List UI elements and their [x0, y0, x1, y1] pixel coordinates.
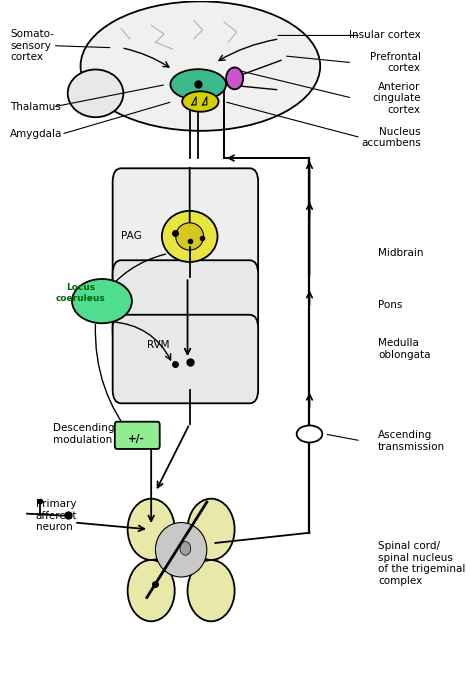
Text: Pons: Pons: [378, 300, 402, 310]
Ellipse shape: [81, 1, 320, 131]
Ellipse shape: [188, 499, 235, 560]
Text: Ascending
transmission: Ascending transmission: [378, 430, 445, 451]
Ellipse shape: [297, 425, 322, 443]
Ellipse shape: [182, 91, 219, 111]
Ellipse shape: [68, 70, 123, 117]
Text: Insular cortex: Insular cortex: [349, 31, 421, 40]
Text: Anterior
cingulate
cortex: Anterior cingulate cortex: [372, 81, 421, 115]
Text: Somato-
sensory
cortex: Somato- sensory cortex: [10, 29, 54, 62]
Ellipse shape: [162, 211, 218, 262]
Text: Midbrain: Midbrain: [378, 248, 423, 259]
Text: Locus
coeruleus: Locus coeruleus: [55, 283, 105, 302]
FancyBboxPatch shape: [113, 260, 258, 345]
Text: RVM: RVM: [147, 341, 169, 350]
FancyBboxPatch shape: [113, 315, 258, 404]
Ellipse shape: [188, 560, 235, 621]
Ellipse shape: [176, 223, 204, 250]
Text: Primary
afferent
neuron: Primary afferent neuron: [36, 499, 77, 532]
Ellipse shape: [128, 499, 175, 560]
Text: PAG: PAG: [121, 231, 142, 241]
FancyBboxPatch shape: [113, 168, 258, 291]
Ellipse shape: [180, 542, 191, 555]
FancyBboxPatch shape: [115, 422, 160, 449]
Ellipse shape: [226, 68, 243, 90]
Text: +/-: +/-: [128, 434, 145, 444]
Text: Medulla
oblongata: Medulla oblongata: [378, 338, 430, 360]
Text: Spinal cord/
spinal nucleus
of the trigeminal
complex: Spinal cord/ spinal nucleus of the trige…: [378, 541, 465, 586]
Text: Prefrontal
cortex: Prefrontal cortex: [370, 52, 421, 73]
Text: Descending
modulation: Descending modulation: [53, 423, 114, 445]
Ellipse shape: [72, 279, 132, 324]
Text: Nucleus
accumbens: Nucleus accumbens: [361, 127, 421, 148]
Ellipse shape: [128, 560, 175, 621]
Text: Thalamus: Thalamus: [10, 102, 61, 112]
Ellipse shape: [171, 69, 226, 100]
Ellipse shape: [155, 523, 207, 577]
Text: Amygdala: Amygdala: [10, 129, 62, 140]
